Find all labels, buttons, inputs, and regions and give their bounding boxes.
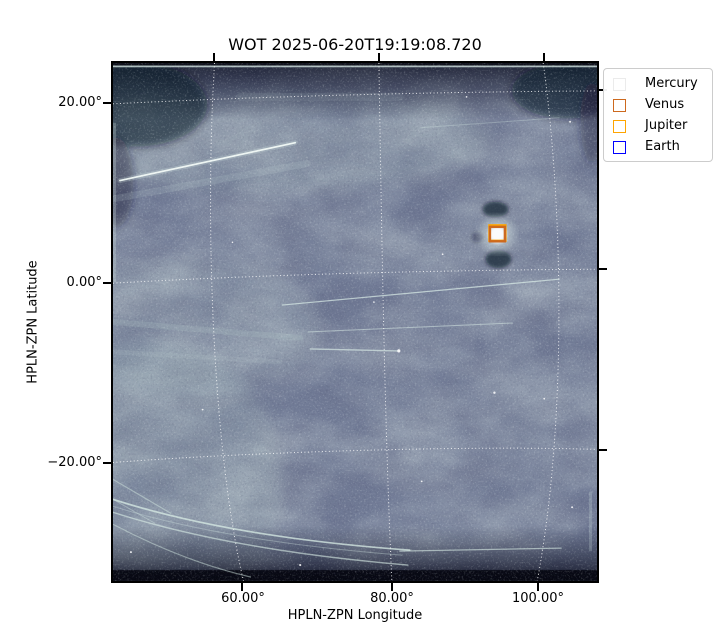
planet-markers xyxy=(488,224,507,243)
gridline-lat-20 xyxy=(113,90,597,105)
star-speckles xyxy=(129,95,574,567)
earth-marker-icon xyxy=(613,140,626,154)
gridline-lon-60 xyxy=(210,63,244,581)
xtick-label-80: 80.00° xyxy=(370,591,414,606)
graticule xyxy=(113,63,597,581)
legend-row-venus: Venus xyxy=(613,96,712,114)
y-axis-label: HPLN-ZPN Latitude xyxy=(25,260,41,384)
legend-row-jupiter: Jupiter xyxy=(613,117,712,135)
dark-residual-smudges xyxy=(471,201,512,269)
ytick-label-minus20: −20.00° xyxy=(47,455,102,470)
legend: Mercury Venus Jupiter Earth xyxy=(603,68,713,162)
xtick-top-80 xyxy=(378,53,380,61)
streaks xyxy=(113,92,562,578)
xtick-100 xyxy=(537,583,539,591)
xtick-label-100: 100.00° xyxy=(512,591,564,606)
ytick-20 xyxy=(103,102,111,104)
legend-row-earth: Earth xyxy=(613,138,712,156)
plot-title: WOT 2025-06-20T19:19:08.720 xyxy=(228,35,482,54)
xtick-60 xyxy=(241,583,243,591)
venus-marker-icon xyxy=(613,98,626,112)
legend-label-venus: Venus xyxy=(645,97,685,112)
ytick-right-minus20 xyxy=(599,449,607,451)
xtick-top-60 xyxy=(213,53,215,61)
venus-marker xyxy=(488,225,507,243)
legend-label-earth: Earth xyxy=(645,139,680,154)
xtick-80 xyxy=(391,583,393,591)
legend-row-mercury: Mercury xyxy=(613,75,712,93)
legend-label-mercury: Mercury xyxy=(645,76,698,91)
gridline-lon-80 xyxy=(378,63,393,581)
xtick-top-100 xyxy=(543,53,545,61)
ytick-label-0: 0.00° xyxy=(66,275,102,290)
x-axis-label: HPLN-ZPN Longitude xyxy=(287,608,423,623)
bright-source xyxy=(488,225,507,244)
legend-label-jupiter: Jupiter xyxy=(645,118,688,133)
gridline-lat-0 xyxy=(113,268,597,284)
ytick-minus20 xyxy=(103,462,111,464)
ytick-label-20: 20.00° xyxy=(58,95,102,110)
ytick-right-0 xyxy=(599,268,607,270)
jupiter-marker-icon xyxy=(613,119,626,133)
plot-area xyxy=(111,61,599,583)
mercury-marker-icon xyxy=(613,77,626,91)
xtick-label-60: 60.00° xyxy=(221,591,265,606)
ytick-0 xyxy=(103,282,111,284)
sky-image xyxy=(113,63,597,581)
